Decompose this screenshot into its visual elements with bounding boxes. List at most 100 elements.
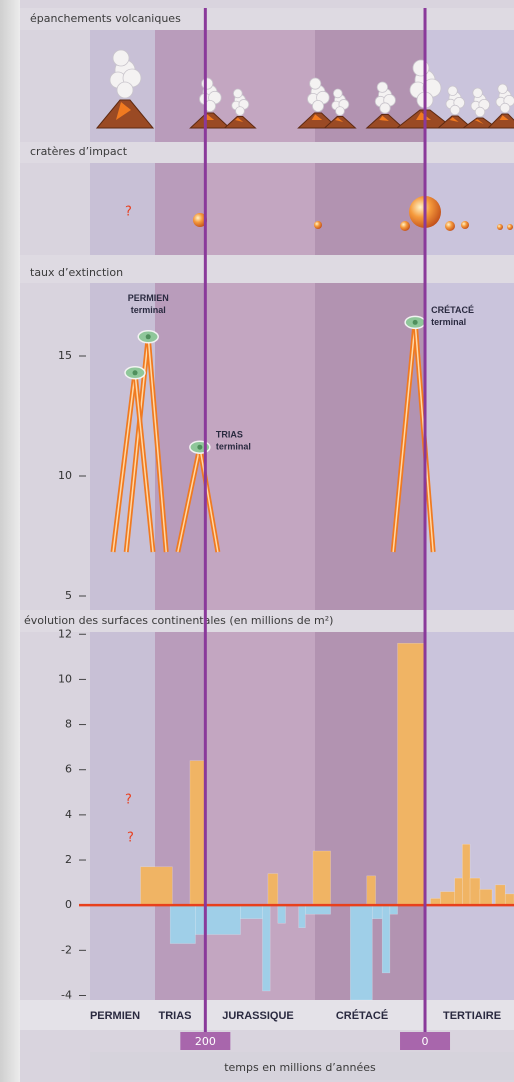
- point-label: PERMIEN: [128, 293, 169, 303]
- y-tick-label: 2: [65, 853, 72, 866]
- period-label: CRÉTACÉ: [336, 1009, 388, 1022]
- band: [425, 30, 514, 1000]
- y-tick-label: 12: [58, 627, 72, 640]
- period-strip: [20, 1000, 514, 1030]
- smoke: [412, 59, 430, 77]
- lava: [235, 117, 244, 122]
- extinction-leg-core: [199, 447, 219, 553]
- bar: [189, 760, 206, 906]
- lava: [335, 117, 344, 122]
- annotation: ?: [127, 831, 134, 846]
- smoke: [474, 106, 486, 118]
- bar: [440, 891, 455, 906]
- bar: [140, 866, 173, 906]
- impact: [445, 221, 455, 231]
- band: [205, 30, 315, 1000]
- bar: [462, 843, 471, 906]
- bar: [381, 904, 391, 974]
- point-label: terminal: [131, 305, 166, 315]
- xlabel-strip: [90, 1052, 514, 1080]
- time-tag: [180, 1032, 231, 1050]
- y-tick-label: 6: [65, 763, 72, 776]
- bar: [305, 904, 331, 915]
- smoke: [376, 81, 388, 93]
- y-tick-label: 10: [58, 469, 72, 482]
- bar: [389, 904, 398, 915]
- period-label: TERTIAIRE: [443, 1010, 501, 1022]
- lava: [311, 114, 323, 120]
- period-label: JURASSIQUE: [222, 1010, 294, 1022]
- volcano: [323, 116, 357, 129]
- point-core: [412, 319, 418, 325]
- smoke: [309, 77, 322, 90]
- panel-title: taux d’extinction: [30, 266, 123, 279]
- lava: [449, 117, 459, 122]
- period-label: PERMIEN: [90, 1010, 140, 1022]
- smoke: [499, 102, 511, 114]
- header-bg: [20, 8, 514, 30]
- header-bg: [20, 255, 514, 283]
- shadow: [0, 0, 20, 1082]
- panel-title: évolution des surfaces continentales (en…: [24, 614, 333, 627]
- volcano: [461, 117, 499, 129]
- impact: [497, 224, 503, 230]
- bar: [277, 904, 286, 924]
- lava: [499, 115, 509, 120]
- y-tick-label: 0: [65, 898, 72, 911]
- period-label: TRIAS: [159, 1010, 192, 1022]
- y-tick-label: 8: [65, 718, 72, 731]
- smoke: [235, 106, 245, 116]
- volcano: [189, 112, 231, 129]
- x-tick-label: 0: [422, 1035, 429, 1048]
- smoke: [447, 85, 458, 97]
- smoke: [472, 87, 483, 99]
- header-bg: [20, 142, 514, 163]
- smoke: [449, 104, 461, 116]
- point-core: [132, 370, 138, 376]
- smoke: [497, 83, 508, 95]
- smoke: [233, 88, 243, 99]
- smoke: [335, 106, 345, 116]
- impact: [461, 221, 469, 229]
- y-tick-label: -2: [61, 943, 72, 956]
- headers: épanchements volcaniques cratères d’impa…: [20, 8, 514, 1080]
- bar: [372, 904, 383, 919]
- smoke: [201, 77, 214, 90]
- impact: [400, 221, 410, 231]
- smoke: [379, 102, 391, 114]
- panel-title: épanchements volcaniques: [30, 12, 181, 25]
- header-bg: [20, 610, 514, 632]
- time-tag: [400, 1032, 451, 1050]
- point-label: terminal: [216, 442, 251, 452]
- point-core: [197, 444, 203, 450]
- bar: [312, 850, 331, 906]
- extinction-leg-core: [134, 372, 154, 553]
- bar: [262, 904, 271, 992]
- y-tick-label: 4: [65, 808, 72, 821]
- lava: [379, 115, 389, 121]
- smoke: [332, 88, 343, 99]
- bar: [469, 877, 481, 906]
- period-bands: [90, 30, 514, 1000]
- y-tick-label: -4: [61, 988, 72, 1001]
- annotation: ?: [125, 205, 132, 220]
- bar: [195, 904, 241, 935]
- volcano: [436, 115, 474, 129]
- x-axis-label: temps en millions d’années: [224, 1061, 376, 1074]
- bar: [454, 877, 463, 906]
- point-core: [145, 334, 151, 340]
- panel-title: cratères d’impact: [30, 145, 128, 158]
- lava: [474, 119, 484, 124]
- impact: [314, 221, 322, 229]
- bar: [169, 904, 196, 944]
- bar: [504, 893, 514, 906]
- smoke: [311, 100, 324, 113]
- smoke: [112, 49, 130, 67]
- x-tick-label: 200: [195, 1035, 216, 1048]
- extinction-leg-core: [112, 372, 136, 553]
- impact: [193, 213, 207, 227]
- bar: [298, 904, 306, 929]
- lava: [116, 102, 131, 120]
